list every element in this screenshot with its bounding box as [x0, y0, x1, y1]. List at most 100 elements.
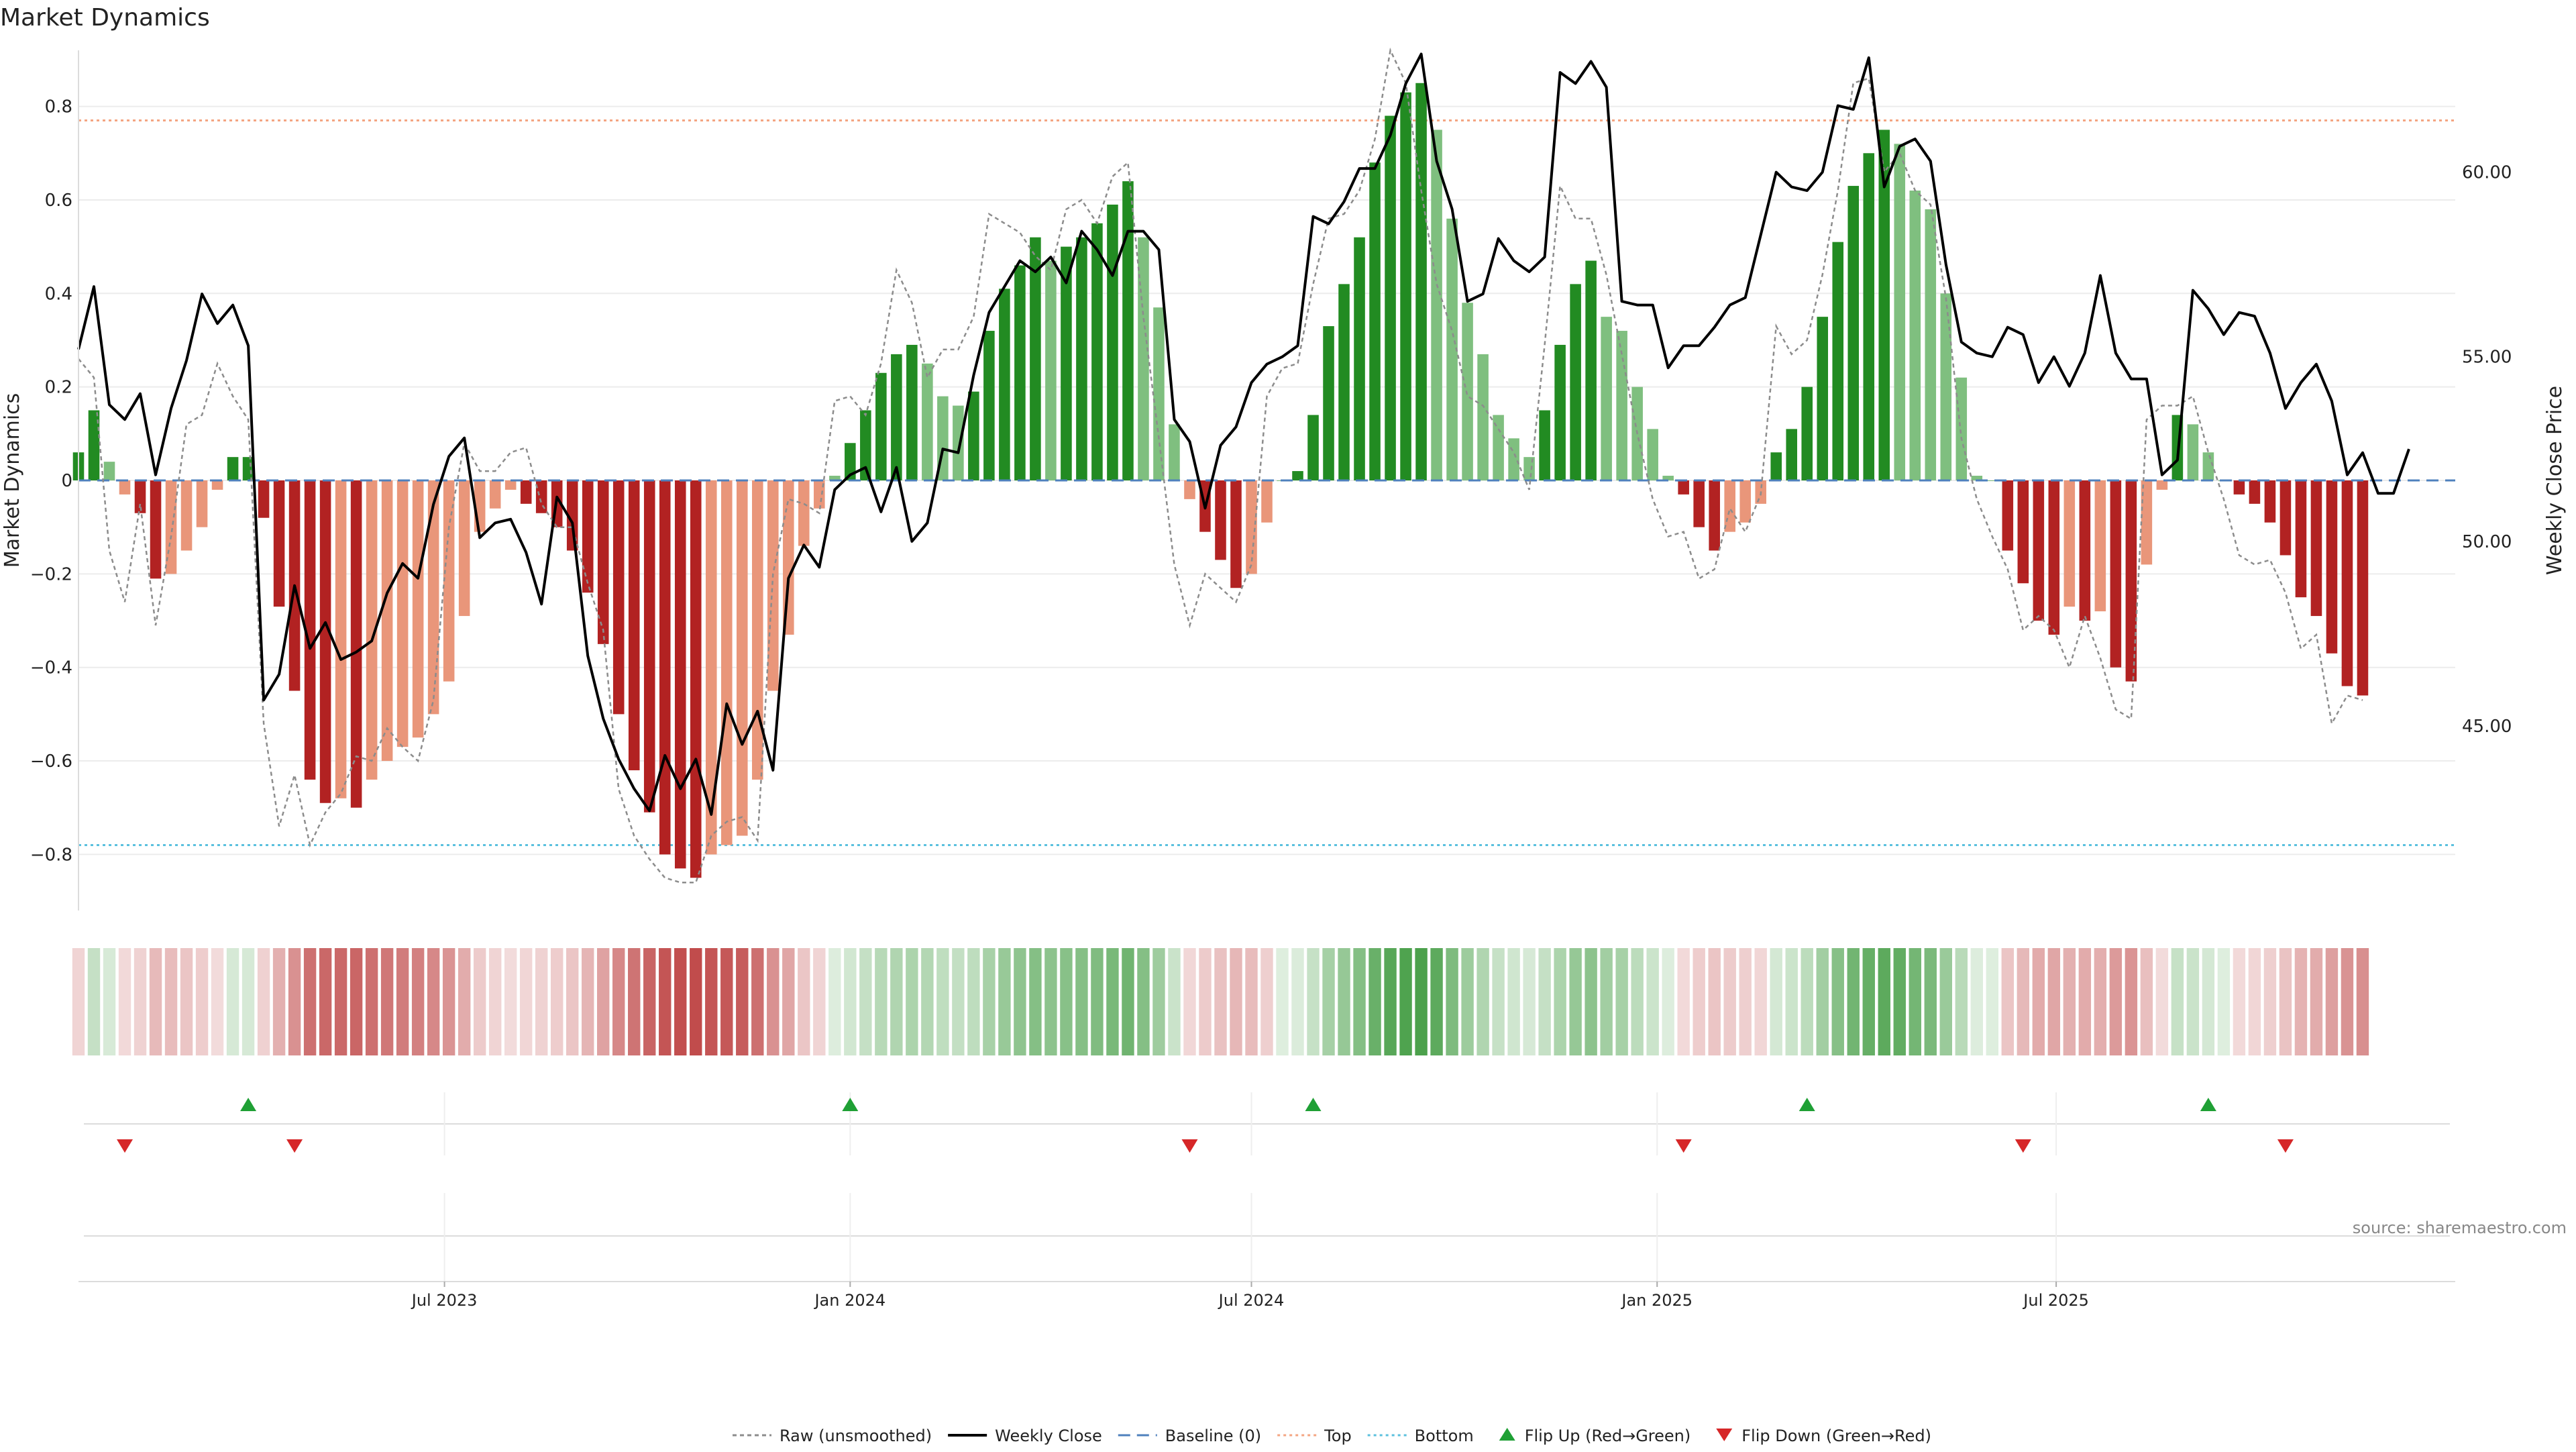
heat-cell: [334, 948, 347, 1055]
heat-cell: [1831, 948, 1844, 1055]
y-axis-label: Market Dynamics: [1, 393, 24, 568]
bar: [335, 480, 347, 798]
flip-up-marker: [842, 1098, 859, 1111]
bar: [798, 480, 810, 546]
bar: [1554, 344, 1566, 480]
bar: [566, 480, 578, 551]
bar: [1601, 317, 1612, 480]
heat-cell: [211, 948, 224, 1055]
flip-down-marker: [1181, 1139, 1198, 1153]
bar: [520, 480, 532, 504]
heat-cell: [350, 948, 363, 1055]
heat-cell: [952, 948, 965, 1055]
bar: [1107, 204, 1118, 480]
legend-item: Flip Down (Green→Red): [1716, 1427, 1931, 1445]
bar: [458, 480, 470, 617]
bar: [150, 480, 162, 579]
bar: [612, 480, 625, 715]
heat-cell: [103, 948, 116, 1055]
x-tick-label: Jul 2023: [411, 1291, 478, 1310]
heat-cell: [195, 948, 209, 1055]
heat-cell: [1230, 948, 1242, 1055]
y-tick-label: 0.2: [45, 378, 72, 398]
bar: [2310, 480, 2322, 617]
bar: [211, 480, 223, 490]
bar: [88, 410, 100, 480]
heat-cell: [1106, 948, 1119, 1055]
heat-cell: [303, 948, 317, 1055]
bar: [273, 480, 285, 607]
bar: [1246, 480, 1257, 574]
heat-cell: [705, 948, 718, 1055]
bar: [1292, 471, 1303, 480]
bar: [1955, 377, 1968, 480]
heat-cell: [519, 948, 533, 1055]
bar: [2187, 424, 2199, 480]
bar: [845, 443, 856, 480]
heat-cell: [1384, 948, 1397, 1055]
heat-cell: [1183, 948, 1196, 1055]
y2-axis-label: Weekly Close Price: [2543, 386, 2567, 575]
bar: [1770, 452, 1782, 480]
heat-cell: [767, 948, 780, 1055]
bar: [1925, 209, 1937, 480]
y2-tick-label: 45.00: [2462, 717, 2512, 737]
heat-cell: [1569, 948, 1582, 1055]
bar: [1786, 429, 1798, 480]
heat-cell: [813, 948, 826, 1055]
bar: [875, 372, 887, 480]
heat-cell: [1986, 948, 1999, 1055]
heat-cell: [2109, 948, 2123, 1055]
heat-cell: [736, 948, 749, 1055]
bar: [752, 480, 763, 780]
bar: [227, 457, 239, 480]
heat-cell: [118, 948, 131, 1055]
bar: [1477, 354, 1489, 480]
bar: [2094, 480, 2106, 612]
heat-cell: [2017, 948, 2030, 1055]
legend-label: Bottom: [1415, 1427, 1474, 1445]
flip-down-marker: [2015, 1139, 2031, 1153]
heat-cell: [1862, 948, 1875, 1055]
bar: [2279, 480, 2292, 556]
bar: [2125, 480, 2137, 682]
heat-cell: [1585, 948, 1597, 1055]
heat-cell: [1970, 948, 1984, 1055]
bar: [350, 480, 362, 808]
heat-cell: [257, 948, 270, 1055]
bar: [1215, 480, 1226, 560]
reference-lines: [78, 119, 2455, 846]
heat-cell: [643, 948, 656, 1055]
bar: [2249, 480, 2261, 504]
bar: [1909, 191, 1921, 480]
bar: [1986, 480, 1998, 481]
heat-cell: [180, 948, 193, 1055]
heat-cell: [1955, 948, 1968, 1055]
bar: [829, 476, 841, 480]
heat-cell: [1415, 948, 1428, 1055]
heat-cell: [1399, 948, 1412, 1055]
heat-cell: [1152, 948, 1165, 1055]
flip-down-marker: [117, 1139, 133, 1153]
bar: [1863, 153, 1875, 481]
y2-tick-label: 60.00: [2462, 163, 2512, 183]
bar: [1493, 415, 1504, 480]
heat-cell: [2294, 948, 2308, 1055]
heat-cell: [2263, 948, 2277, 1055]
x-tick-label: Jul 2024: [1218, 1291, 1285, 1310]
bar: [443, 480, 455, 682]
bar: [1323, 326, 1334, 480]
heat-cell: [2094, 948, 2107, 1055]
y-tick-label: 0.4: [45, 284, 72, 304]
bar: [1662, 476, 1674, 480]
bar: [396, 480, 409, 747]
heat-cell: [1847, 948, 1860, 1055]
bar: [2141, 480, 2153, 565]
heat-cell: [427, 948, 440, 1055]
heat-cell: [890, 948, 903, 1055]
heat-cell: [566, 948, 579, 1055]
heat-cell: [936, 948, 949, 1055]
bar: [643, 480, 655, 813]
